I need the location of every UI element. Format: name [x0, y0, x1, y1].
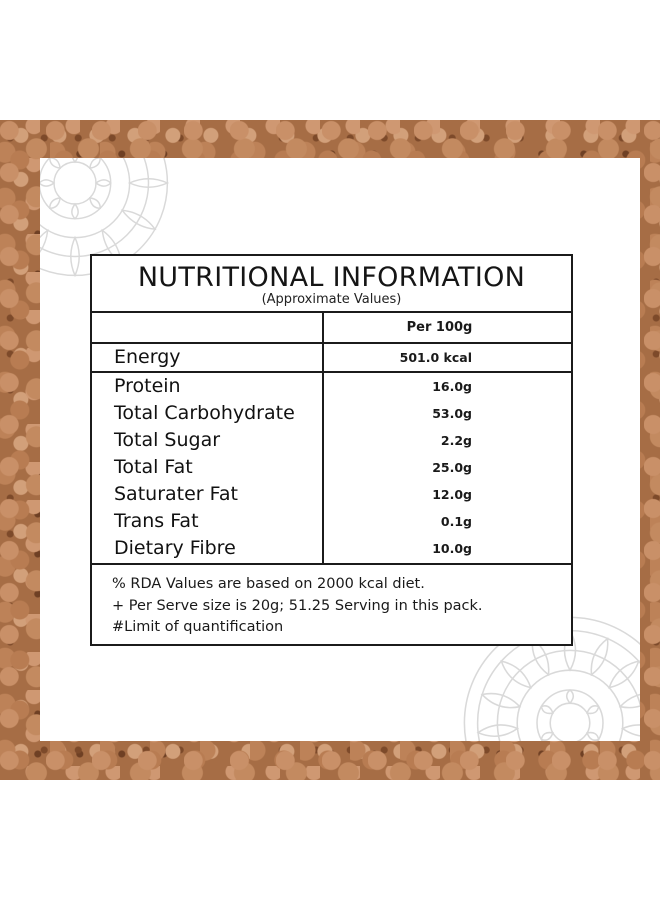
table-row-total-carbohydrate: Total Carbohydrate 53.0g — [92, 400, 571, 427]
nutrition-table: Per 100g Energy 501.0 kcal Protein 16.0g… — [92, 313, 571, 563]
row-label: Saturater Fat — [114, 483, 238, 505]
row-value: 10.0g — [432, 541, 472, 556]
header-divider — [92, 342, 571, 344]
energy-divider — [92, 371, 571, 373]
row-label: Energy — [114, 346, 181, 368]
nutrition-panel: NUTRITIONAL INFORMATION (Approximate Val… — [90, 254, 573, 646]
table-row-trans-fat: Trans Fat 0.1g — [92, 508, 571, 535]
row-label: Total Sugar — [114, 429, 221, 451]
footnote-serve-size: + Per Serve size is 20g; 51.25 Serving i… — [112, 597, 483, 614]
table-row-total-sugar: Total Sugar 2.2g — [92, 427, 571, 454]
table-row-saturated-fat: Saturater Fat 12.0g — [92, 481, 571, 508]
row-value: 12.0g — [432, 487, 472, 502]
footnote-limit-of-quantification: #Limit of quantification — [112, 619, 284, 635]
table-row-total-fat: Total Fat 25.0g — [92, 454, 571, 481]
row-label: Total Carbohydrate — [114, 402, 295, 424]
row-value: 0.1g — [440, 514, 472, 529]
table-row-protein: Protein 16.0g — [92, 373, 571, 400]
row-label: Dietary Fibre — [114, 537, 236, 559]
table-row-dietary-fibre: Dietary Fibre 10.0g — [92, 535, 571, 562]
row-label: Protein — [114, 375, 181, 397]
label-card: NUTRITIONAL INFORMATION (Approximate Val… — [40, 158, 640, 741]
row-value: 16.0g — [432, 379, 472, 394]
panel-header: NUTRITIONAL INFORMATION (Approximate Val… — [92, 256, 571, 313]
row-value: 53.0g — [432, 406, 472, 421]
row-label: Trans Fat — [114, 510, 199, 532]
row-value: 2.2g — [440, 433, 472, 448]
panel-subtitle: (Approximate Values) — [261, 292, 402, 307]
row-value: 25.0g — [432, 460, 472, 475]
row-label: Total Fat — [114, 456, 193, 478]
footnotes: % RDA Values are based on 2000 kcal diet… — [92, 563, 571, 639]
table-row-energy: Energy 501.0 kcal — [92, 344, 571, 371]
column-divider — [322, 313, 324, 563]
panel-title: NUTRITIONAL INFORMATION — [137, 262, 526, 293]
footnote-rda: % RDA Values are based on 2000 kcal diet… — [112, 576, 425, 592]
column-header-per-100g: Per 100g — [406, 320, 473, 335]
row-value: 501.0 kcal — [399, 350, 472, 365]
